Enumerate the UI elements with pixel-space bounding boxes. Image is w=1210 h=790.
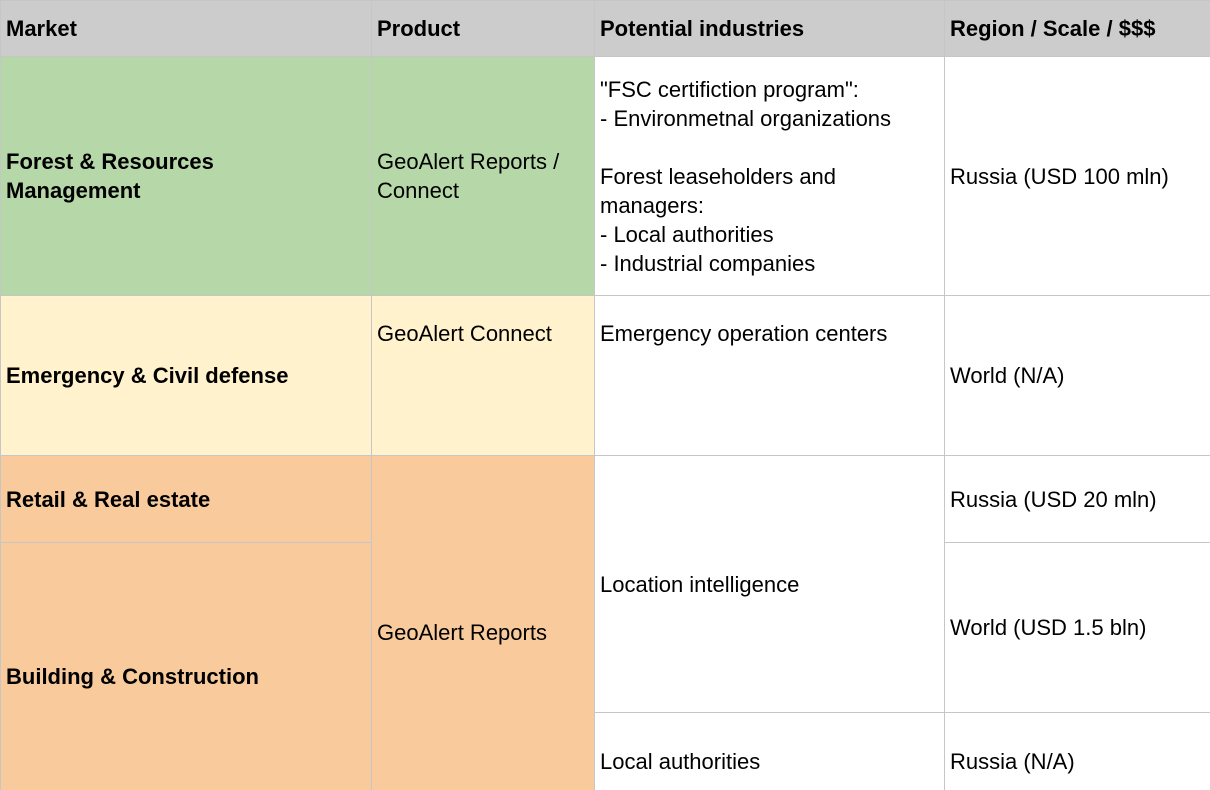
table-row: Emergency & Civil defense GeoAlert Conne… [0, 295, 1210, 456]
header-row: Market Product Potential industries Regi… [0, 0, 1210, 57]
cell-region-forest[interactable]: Russia (USD 100 mln) [944, 56, 1210, 296]
cell-industries-emergency[interactable]: Emergency operation centers [594, 295, 945, 456]
cell-region-emergency[interactable]: World (N/A) [944, 295, 1210, 456]
header-region[interactable]: Region / Scale / $$$ [944, 0, 1210, 57]
cell-product-emergency[interactable]: GeoAlert Connect [371, 295, 595, 456]
cell-market-forest[interactable]: Forest & Resources Management [0, 56, 372, 296]
cell-industries-forest[interactable]: "FSC certifiction program": - Environmet… [594, 56, 945, 296]
cell-market-emergency[interactable]: Emergency & Civil defense [0, 295, 372, 456]
header-market[interactable]: Market [0, 0, 372, 57]
table-row: Forest & Resources Management GeoAlert R… [0, 56, 1210, 296]
table-row: Building & Construction [0, 542, 1210, 790]
cell-industries-location[interactable]: Location intelligence [594, 455, 945, 713]
cell-product-forest[interactable]: GeoAlert Reports / Connect [371, 56, 595, 296]
cell-product-reports[interactable]: GeoAlert Reports [371, 455, 595, 790]
cell-region-world[interactable]: World (USD 1.5 bln) [944, 542, 1210, 713]
table-row: Local authorities Russia (N/A) [1, 712, 1210, 790]
header-industries[interactable]: Potential industries [594, 0, 945, 57]
cell-market-retail[interactable]: Retail & Real estate [0, 455, 372, 543]
cell-industries-local[interactable]: Local authorities [594, 712, 945, 790]
cell-region-local[interactable]: Russia (N/A) [944, 712, 1210, 790]
cell-region-retail[interactable]: Russia (USD 20 mln) [944, 455, 1210, 543]
cell-market-building[interactable]: Building & Construction [0, 542, 372, 790]
header-product[interactable]: Product [371, 0, 595, 57]
table-row: Retail & Real estate GeoAlert Reports Lo… [0, 455, 1210, 790]
